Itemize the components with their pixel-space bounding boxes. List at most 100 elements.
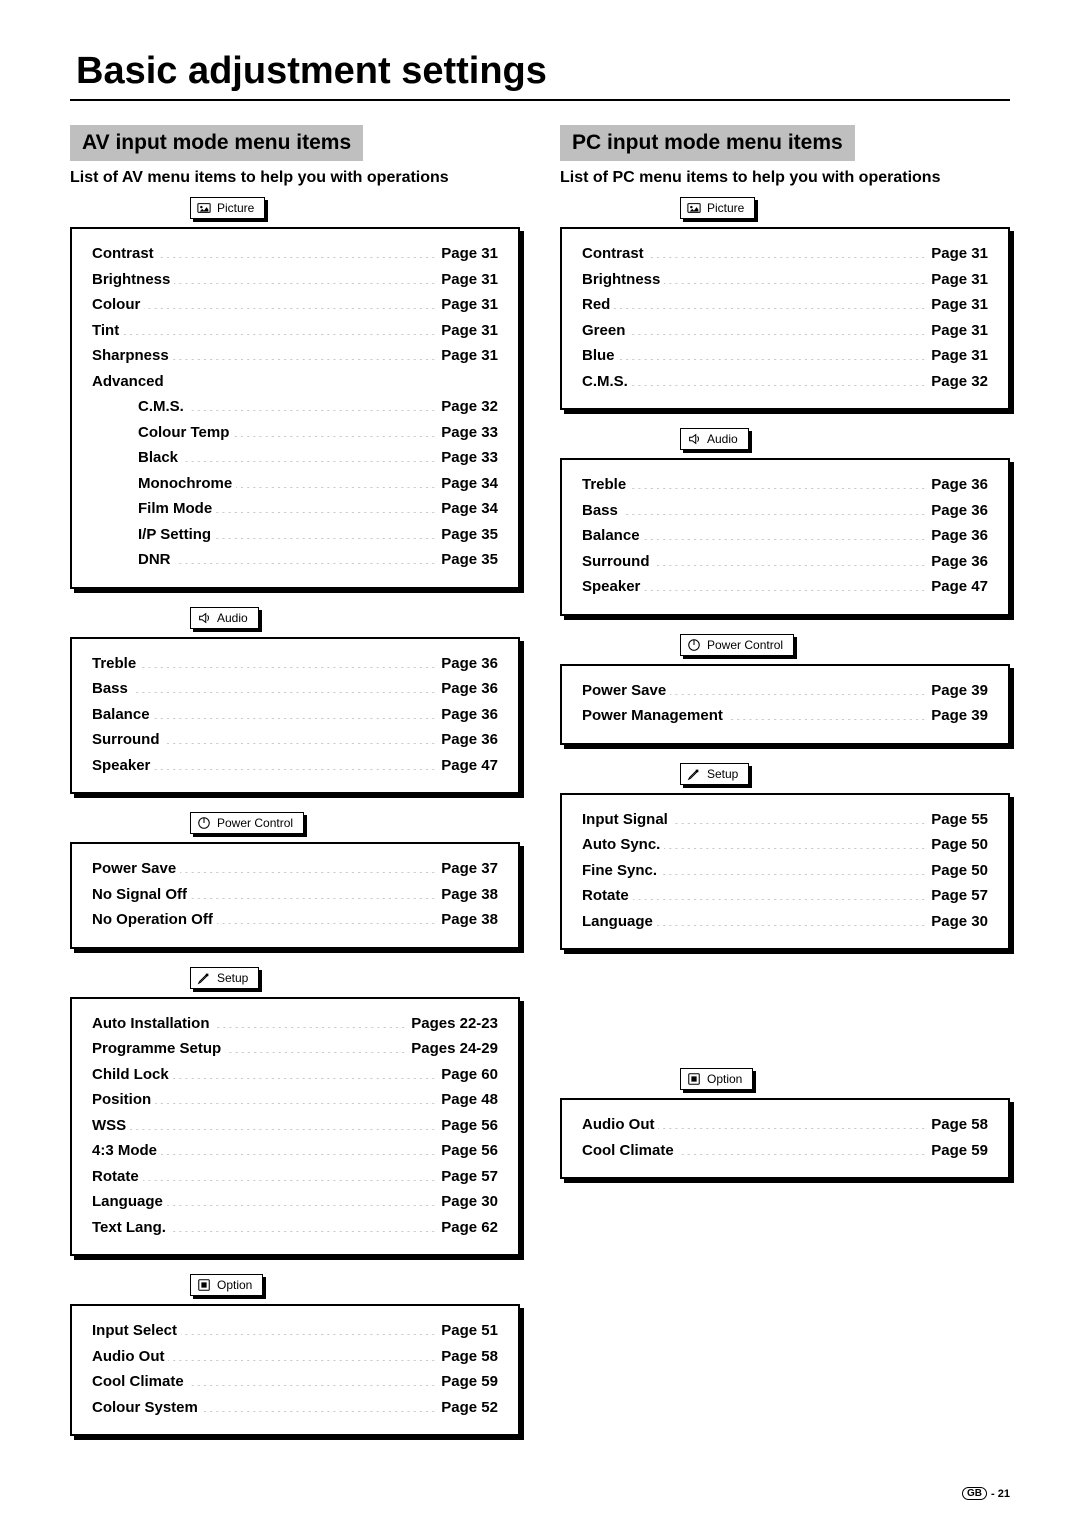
leader-dots <box>658 1114 927 1129</box>
menu-item-label: Cool Climate <box>92 1369 184 1395</box>
leader-dots <box>678 1140 928 1155</box>
menu-item-page: Page 33 <box>441 445 498 471</box>
menu-item-label: Cool Climate <box>582 1138 674 1164</box>
menu-row: LanguagePage 30 <box>92 1189 498 1215</box>
menu-row: Power SavePage 39 <box>582 678 988 704</box>
leader-dots <box>154 704 438 719</box>
menu-row: 4:3 ModePage 56 <box>92 1138 498 1164</box>
leader-dots <box>633 885 928 900</box>
menu-row: BalancePage 36 <box>582 523 988 549</box>
menu-item-page: Page 50 <box>931 832 988 858</box>
menu-item-label: Child Lock <box>92 1062 169 1088</box>
menu-item-page: Page 47 <box>931 574 988 600</box>
menu-item-label: Balance <box>92 702 150 728</box>
leader-dots <box>614 294 927 309</box>
leader-dots <box>140 653 437 668</box>
tab-text: Audio <box>707 432 738 446</box>
footer-region: GB <box>962 1487 987 1500</box>
menu-row: Child LockPage 60 <box>92 1062 498 1088</box>
menu-item-page: Page 31 <box>931 241 988 267</box>
menu-item-label: Bass <box>582 498 618 524</box>
tab-label: Picture <box>190 197 265 219</box>
leader-dots <box>161 1140 437 1155</box>
tab-text: Option <box>707 1072 742 1086</box>
menu-item-label: Treble <box>92 651 136 677</box>
menu-row: SharpnessPage 31 <box>92 343 498 369</box>
leader-dots <box>654 551 928 566</box>
leader-dots <box>155 1089 437 1104</box>
menu-row: Programme SetupPages 24-29 <box>92 1036 498 1062</box>
leader-dots <box>167 1191 437 1206</box>
leader-dots <box>158 243 438 258</box>
leader-dots <box>191 884 437 899</box>
leader-dots <box>630 474 927 489</box>
tab-label: Option <box>680 1068 753 1090</box>
menu-box: ContrastPage 31BrightnessPage 31ColourPa… <box>70 227 520 589</box>
menu-item-label: Colour System <box>92 1395 198 1421</box>
leader-dots <box>181 1320 437 1335</box>
menu-row: SurroundPage 36 <box>582 549 988 575</box>
menu-item-page: Page 56 <box>441 1113 498 1139</box>
menu-row: BassPage 36 <box>92 676 498 702</box>
menu-item-label: Brightness <box>582 267 660 293</box>
menu-row: RedPage 31 <box>582 292 988 318</box>
menu-item-page: Page 36 <box>441 727 498 753</box>
tab-text: Setup <box>707 767 738 781</box>
menu-row: Contrast Page 31 <box>582 241 988 267</box>
section-header: AV input mode menu items <box>70 125 363 161</box>
menu-box: Input SelectPage 51Audio OutPage 58Cool … <box>70 1304 520 1436</box>
menu-item-label: Power Save <box>582 678 666 704</box>
menu-item-page: Pages 22-23 <box>411 1011 498 1037</box>
menu-row: Colour System Page 52 <box>92 1395 498 1421</box>
menu-item-page: Page 51 <box>441 1318 498 1344</box>
leader-dots <box>657 911 927 926</box>
menu-row: TreblePage 36 <box>92 651 498 677</box>
menu-item-page: Page 30 <box>931 909 988 935</box>
menu-item-page: Page 30 <box>441 1189 498 1215</box>
menu-item-label: Speaker <box>92 753 150 779</box>
menu-item-label: Contrast <box>92 241 154 267</box>
tab-label: Audio <box>680 428 749 450</box>
menu-row: DNRPage 35 <box>92 547 498 573</box>
menu-item-page: Page 52 <box>441 1395 498 1421</box>
menu-row: BlackPage 33 <box>92 445 498 471</box>
menu-row: No Operation OffPage 38 <box>92 907 498 933</box>
menu-item-page: Page 36 <box>441 676 498 702</box>
menu-row: RotatePage 57 <box>582 883 988 909</box>
menu-row: GreenPage 31 <box>582 318 988 344</box>
menu-item-label: Surround <box>582 549 650 575</box>
leader-dots <box>175 549 438 564</box>
menu-item-page: Page 31 <box>931 292 988 318</box>
section-subhead: List of AV menu items to help you with o… <box>70 169 520 187</box>
leader-dots <box>236 473 437 488</box>
menu-row: ColourPage 31 <box>92 292 498 318</box>
menu-item-label: Contrast <box>582 241 644 267</box>
menu-row: Power SavePage 37 <box>92 856 498 882</box>
menu-box: Power SavePage 39Power ManagementPage 39 <box>560 664 1010 745</box>
section-header: PC input mode menu items <box>560 125 855 161</box>
menu-item-page: Page 34 <box>441 471 498 497</box>
leader-dots <box>661 860 927 875</box>
tab-label: Setup <box>190 967 259 989</box>
menu-box: Power SavePage 37No Signal OffPage 38No … <box>70 842 520 949</box>
tab-text: Picture <box>217 201 254 215</box>
menu-item-page: Page 47 <box>441 753 498 779</box>
tab-label: Picture <box>680 197 755 219</box>
tab-text: Option <box>217 1278 252 1292</box>
menu-row: Input SignalPage 55 <box>582 807 988 833</box>
menu-item-label: Audio Out <box>582 1112 654 1138</box>
left-column: AV input mode menu items List of AV menu … <box>70 125 520 1454</box>
menu-item-page: Page 36 <box>931 498 988 524</box>
menu-item-label: Power Management <box>582 703 723 729</box>
menu-row: MonochromePage 34 <box>92 471 498 497</box>
menu-row: Input SelectPage 51 <box>92 1318 498 1344</box>
menu-item-label: Language <box>582 909 653 935</box>
leader-dots <box>644 576 927 591</box>
leader-dots <box>648 243 928 258</box>
menu-item-page: Page 31 <box>931 343 988 369</box>
tab-text: Power Control <box>707 638 783 652</box>
leader-dots <box>188 1371 438 1386</box>
leader-dots <box>164 729 438 744</box>
right-column: PC input mode menu itemsList of PC menu … <box>560 125 1010 1454</box>
menu-row: C.M.S.Page 32 <box>582 369 988 395</box>
